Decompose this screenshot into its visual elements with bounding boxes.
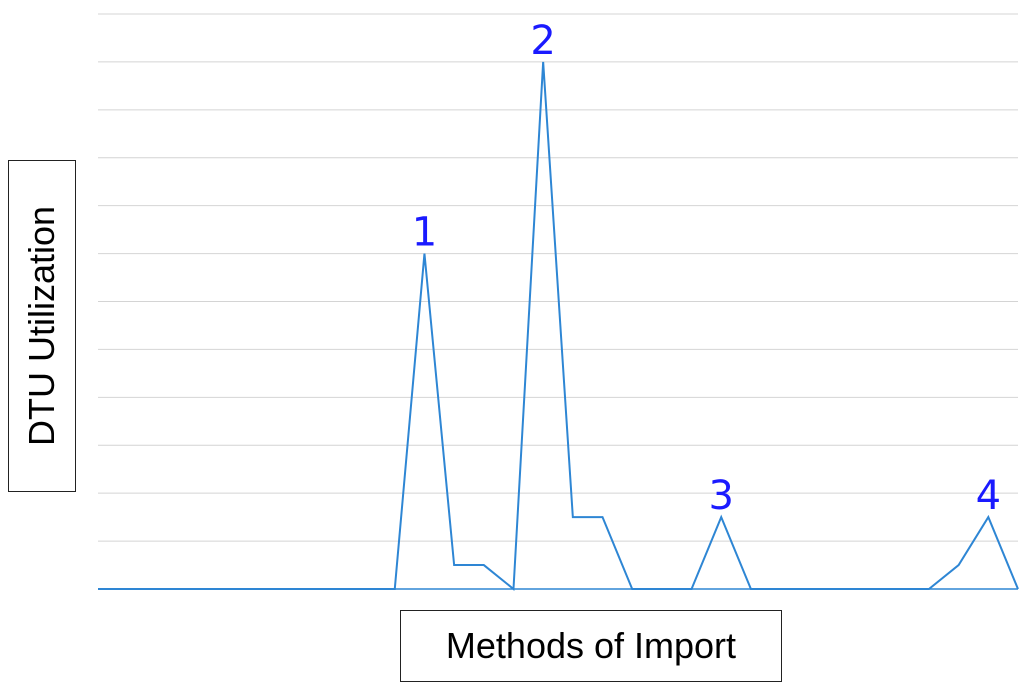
series-line-1 <box>98 61 1019 592</box>
x-axis-label: Methods of Import <box>445 625 737 666</box>
series-group <box>98 61 1019 592</box>
annotations: 1 2 3 4 <box>412 18 1001 519</box>
peak-annotation-3: 3 <box>708 473 733 519</box>
x-axis-label-box: Methods of Import <box>400 610 782 682</box>
peak-annotation-2: 2 <box>530 18 555 64</box>
peak-annotation-1: 1 <box>412 210 437 256</box>
peak-annotation-4: 4 <box>976 473 1001 519</box>
y-axis-label-box: DTU Utilization <box>8 160 76 492</box>
y-axis-label: DTU Utilization <box>21 205 62 447</box>
